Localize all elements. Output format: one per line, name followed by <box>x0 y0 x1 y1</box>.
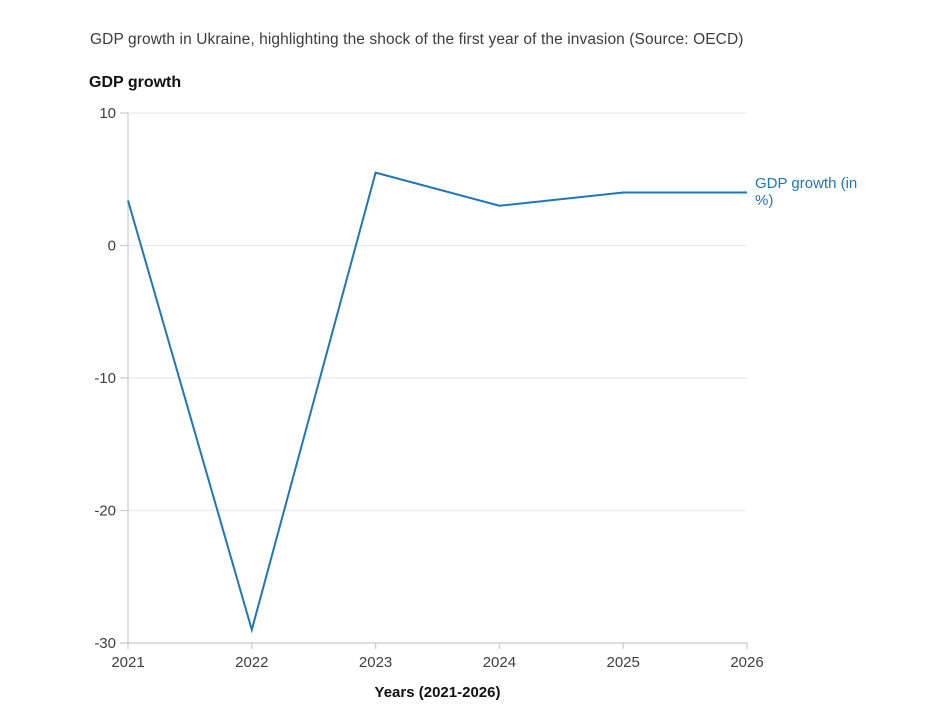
y-tick-label-0: 0 <box>108 238 116 255</box>
x-tick-label-2024: 2024 <box>483 654 516 671</box>
x-tick-label-2022: 2022 <box>235 654 268 671</box>
x-tick-label-2021: 2021 <box>111 654 144 671</box>
y-tick-label--20: -20 <box>94 503 116 520</box>
x-tick-label-2025: 2025 <box>607 654 640 671</box>
y-axis-heading: GDP growth <box>89 74 182 91</box>
chart-title: GDP growth in Ukraine, highlighting the … <box>90 31 744 48</box>
y-tick-label-10: 10 <box>99 105 116 122</box>
x-tick-label-2023: 2023 <box>359 654 392 671</box>
y-tick-label--30: -30 <box>94 635 116 652</box>
x-axis-title: Years (2021-2026) <box>374 684 501 701</box>
x-tick-label-2026: 2026 <box>730 654 763 671</box>
y-tick-label--10: -10 <box>94 370 116 387</box>
series-line-gdp-growth <box>127 171 747 634</box>
series-legend-label: GDP growth (in %) <box>755 175 858 209</box>
